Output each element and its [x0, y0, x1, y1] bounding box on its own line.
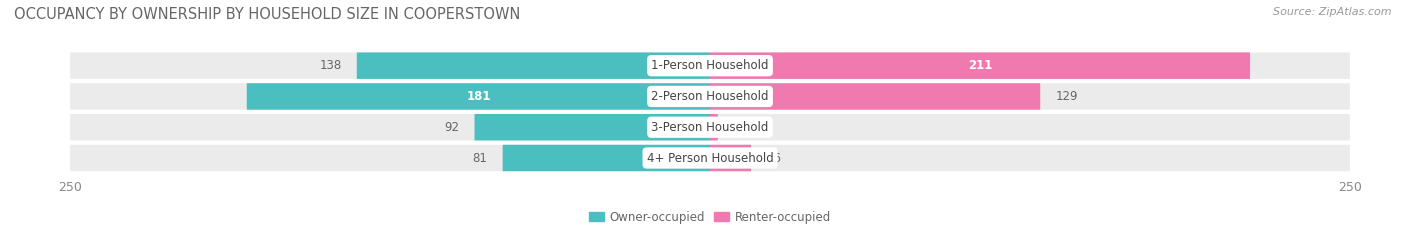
FancyBboxPatch shape — [247, 83, 710, 110]
Text: 129: 129 — [1056, 90, 1078, 103]
Text: OCCUPANCY BY OWNERSHIP BY HOUSEHOLD SIZE IN COOPERSTOWN: OCCUPANCY BY OWNERSHIP BY HOUSEHOLD SIZE… — [14, 7, 520, 22]
Text: 181: 181 — [467, 90, 491, 103]
Text: 3-Person Household: 3-Person Household — [651, 121, 769, 134]
FancyBboxPatch shape — [70, 52, 1350, 79]
FancyBboxPatch shape — [710, 145, 751, 171]
FancyBboxPatch shape — [70, 145, 1350, 171]
FancyBboxPatch shape — [474, 114, 710, 140]
Text: 92: 92 — [444, 121, 460, 134]
Text: 16: 16 — [766, 151, 782, 164]
FancyBboxPatch shape — [70, 83, 1350, 110]
Text: 1-Person Household: 1-Person Household — [651, 59, 769, 72]
FancyBboxPatch shape — [70, 114, 1350, 140]
Text: 2-Person Household: 2-Person Household — [651, 90, 769, 103]
Text: 211: 211 — [967, 59, 993, 72]
Text: 3: 3 — [733, 121, 741, 134]
FancyBboxPatch shape — [710, 52, 1250, 79]
FancyBboxPatch shape — [503, 145, 710, 171]
FancyBboxPatch shape — [710, 83, 1040, 110]
Legend: Owner-occupied, Renter-occupied: Owner-occupied, Renter-occupied — [586, 208, 834, 226]
FancyBboxPatch shape — [710, 114, 718, 140]
Text: Source: ZipAtlas.com: Source: ZipAtlas.com — [1274, 7, 1392, 17]
Text: 4+ Person Household: 4+ Person Household — [647, 151, 773, 164]
Text: 138: 138 — [319, 59, 342, 72]
FancyBboxPatch shape — [357, 52, 710, 79]
Text: 81: 81 — [472, 151, 488, 164]
